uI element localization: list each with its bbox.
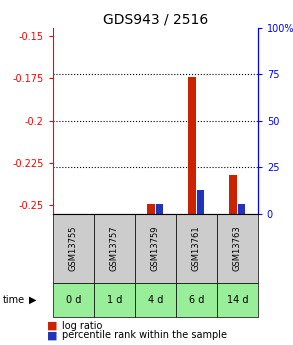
Bar (147, 204, 154, 214)
Bar (217, 283, 258, 317)
Bar (176, 214, 217, 283)
Text: GSM13761: GSM13761 (192, 226, 201, 271)
Text: GSM13757: GSM13757 (110, 226, 119, 271)
Text: ■: ■ (47, 321, 57, 331)
Bar (53, 214, 94, 283)
Text: 1 d: 1 d (107, 295, 122, 305)
Title: GDS943 / 2516: GDS943 / 2516 (103, 12, 208, 27)
Text: 4 d: 4 d (148, 295, 163, 305)
Text: GSM13763: GSM13763 (233, 226, 242, 271)
Text: ■: ■ (47, 331, 57, 340)
Bar (53, 283, 94, 317)
Text: time: time (3, 295, 25, 305)
Text: GSM13759: GSM13759 (151, 226, 160, 271)
Text: 6 d: 6 d (189, 295, 204, 305)
Bar (176, 283, 217, 317)
Bar (135, 214, 176, 283)
Text: GSM13755: GSM13755 (69, 226, 78, 271)
Bar (229, 175, 236, 214)
Bar (94, 214, 135, 283)
Text: percentile rank within the sample: percentile rank within the sample (62, 331, 226, 340)
Text: 0 d: 0 d (66, 295, 81, 305)
Bar (188, 77, 195, 214)
Bar (238, 204, 246, 214)
Bar (197, 190, 205, 214)
Bar (217, 214, 258, 283)
Text: 14 d: 14 d (226, 295, 248, 305)
Text: ▶: ▶ (29, 295, 37, 305)
Text: log ratio: log ratio (62, 321, 102, 331)
Bar (156, 204, 163, 214)
Bar (94, 283, 135, 317)
Bar (135, 283, 176, 317)
